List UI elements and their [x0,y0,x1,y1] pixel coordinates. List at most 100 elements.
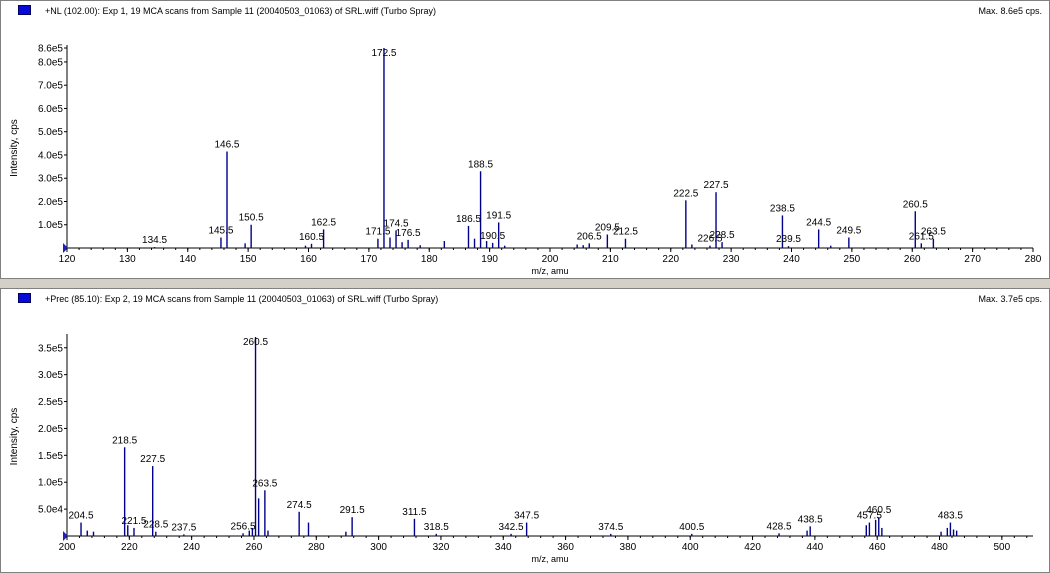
spectrum-panel-1: +NL (102.00): Exp 1, 19 MCA scans from S… [0,0,1050,279]
peak-label: 428.5 [767,521,792,532]
peak-label: 274.5 [287,500,312,511]
max-intensity-label: Max. 8.6e5 cps. [978,6,1042,16]
x-tick-label: 250 [844,254,861,265]
x-axis-label: m/z, amu [531,266,568,276]
x-tick-label: 220 [662,254,679,265]
spectrum-panel-2: +Prec (85.10): Exp 2, 19 MCA scans from … [0,288,1050,573]
y-tick-label: 2.0e5 [38,197,63,208]
peak-label: 206.5 [577,231,602,242]
peak-label: 190.5 [480,231,505,242]
panel-marker-icon[interactable] [18,5,31,15]
x-tick-label: 300 [370,542,387,553]
peak-label: 209.5 [595,223,620,234]
x-tick-label: 170 [361,254,378,265]
x-tick-label: 260 [904,254,921,265]
x-tick-label: 260 [246,542,263,553]
peak-label: 457.5 [857,511,882,522]
y-tick-label: 6.0e5 [38,104,63,115]
peak-label: 228.5 [710,230,735,241]
x-tick-label: 240 [183,542,200,553]
x-tick-label: 150 [240,254,257,265]
x-tick-label: 240 [783,254,800,265]
x-tick-label: 500 [993,542,1010,553]
peak-label: 438.5 [798,514,823,525]
y-tick-label: 1.5e5 [38,451,63,462]
peak-label: 311.5 [402,507,427,518]
x-tick-label: 220 [121,542,138,553]
peak-label: 263.5 [921,227,946,238]
x-tick-label: 340 [495,542,512,553]
x-tick-label: 200 [542,254,559,265]
spectrum-chart[interactable]: 200 220 240 260 280 300 320 340 360 380 400 420 440 4… [1,289,1049,572]
panel-separator[interactable] [0,279,1050,287]
y-axis-label: Intensity, cps [9,408,20,466]
peak-label: 134.5 [142,235,167,246]
x-tick-label: 280 [308,542,325,553]
peak-label: 176.5 [396,228,421,239]
x-tick-label: 230 [723,254,740,265]
y-tick-label: 3.0e5 [38,370,63,381]
peak-label: 227.5 [140,454,165,465]
peak-label: 172.5 [371,48,396,59]
peak-label: 145.5 [208,226,233,237]
peak-label: 400.5 [679,522,704,533]
x-tick-label: 440 [807,542,824,553]
peak-label: 347.5 [514,511,539,522]
y-tick-label: 1.0e5 [38,220,63,231]
x-tick-label: 360 [557,542,574,553]
peak-label: 174.5 [384,219,409,230]
x-tick-label: 270 [964,254,981,265]
peak-label: 160.5 [299,232,324,243]
peak-label: 261.5 [909,231,934,242]
peak-label: 226.5 [697,234,722,245]
x-tick-label: 380 [620,542,637,553]
x-tick-label: 200 [59,542,76,553]
peak-label: 244.5 [806,217,831,228]
x-tick-label: 210 [602,254,619,265]
y-tick-label: 2.0e5 [38,424,63,435]
peak-label: 237.5 [171,522,196,533]
peak-label: 460.5 [866,505,891,516]
y-axis-label: Intensity, cps [9,119,20,177]
y-tick-label: 8.6e5 [38,44,63,55]
x-tick-label: 480 [931,542,948,553]
y-tick-label: 2.5e5 [38,397,63,408]
peak-label: 249.5 [836,226,861,237]
peak-label: 150.5 [239,213,264,224]
max-intensity-label: Max. 3.7e5 cps. [978,294,1042,304]
y-tick-label: 3.0e5 [38,174,63,185]
peak-label: 228.5 [143,520,168,531]
peak-label: 204.5 [69,511,94,522]
x-tick-label: 190 [481,254,498,265]
y-tick-label: 3.5e5 [38,343,63,354]
peak-label: 260.5 [243,337,268,348]
x-tick-label: 120 [59,254,76,265]
y-tick-label: 8.0e5 [38,57,63,68]
origin-arrow-icon [63,243,68,253]
peak-label: 263.5 [252,478,277,489]
peak-label: 227.5 [704,180,729,191]
peak-label: 218.5 [112,435,137,446]
x-tick-label: 160 [300,254,317,265]
peak-label: 162.5 [311,217,336,228]
origin-arrow-icon [63,531,68,541]
spectrum-title: +Prec (85.10): Exp 2, 19 MCA scans from … [45,294,439,304]
peak-label: 260.5 [903,199,928,210]
y-tick-label: 5.0e4 [38,505,63,516]
peak-label: 483.5 [938,511,963,522]
x-tick-label: 460 [869,542,886,553]
peak-label: 171.5 [365,227,390,238]
x-tick-label: 400 [682,542,699,553]
peak-label: 342.5 [499,522,524,533]
y-tick-label: 5.0e5 [38,127,63,138]
spectrum-chart[interactable]: 120 130 140 150 160 170 180 190 200 210 220 230 240 2… [1,1,1049,278]
peak-label: 239.5 [776,234,801,245]
y-tick-label: 4.0e5 [38,150,63,161]
peak-label: 318.5 [424,522,449,533]
x-tick-label: 140 [179,254,196,265]
peak-label: 186.5 [456,214,481,225]
peak-label: 146.5 [214,139,239,150]
panel-marker-icon[interactable] [18,293,31,303]
peak-label: 222.5 [673,188,698,199]
x-tick-label: 420 [744,542,761,553]
